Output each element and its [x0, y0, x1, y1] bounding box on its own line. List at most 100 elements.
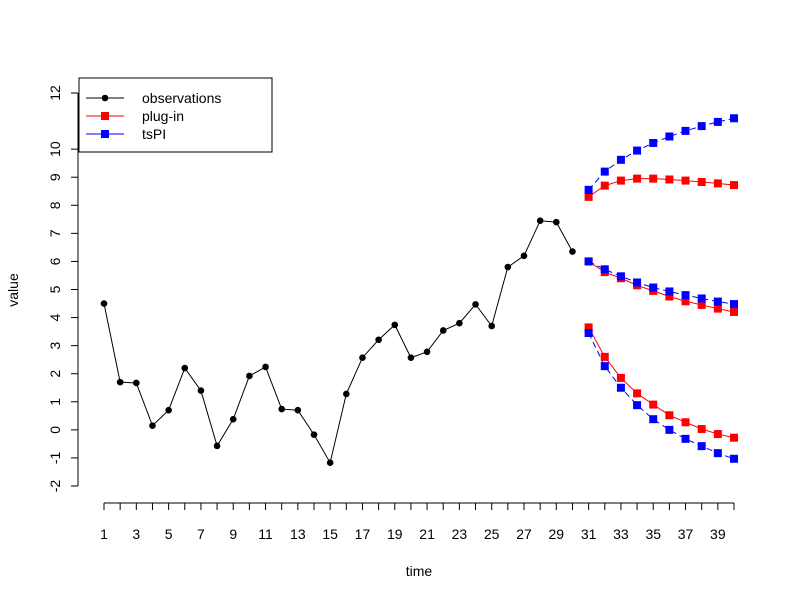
observation-point — [294, 406, 302, 414]
tsPI-point — [649, 283, 658, 292]
tsPI-point — [713, 297, 722, 306]
observation-point — [133, 379, 140, 387]
y-tick-label: -2 — [47, 480, 63, 493]
x-tick-label: 31 — [581, 526, 597, 542]
tsPI-point — [681, 291, 690, 300]
plug-in-point — [697, 300, 706, 309]
plug-in-mean-line — [588, 261, 735, 313]
tsPI-point — [730, 454, 738, 463]
observations-line — [103, 220, 573, 465]
plug-in-point — [713, 304, 722, 313]
tsPI-point — [616, 155, 625, 164]
tsPI-point — [633, 146, 642, 155]
tsPI-point — [697, 442, 706, 451]
plug-in-lower-line — [588, 327, 735, 439]
plug-in-point — [649, 400, 658, 409]
tsPI-lower-line — [588, 332, 735, 460]
plug-in-point — [730, 307, 738, 316]
observation-point — [359, 354, 366, 362]
legend-label: plug-in — [142, 108, 184, 124]
observation-point — [553, 218, 560, 226]
x-axis-label: time — [406, 563, 433, 579]
observation-point — [569, 248, 576, 255]
plug-in-point — [730, 181, 738, 190]
tsPI-point — [600, 167, 609, 176]
observation-point — [165, 406, 172, 414]
tsPI-mean-line — [588, 260, 735, 305]
plug-in-point — [681, 418, 690, 427]
x-tick-label: 25 — [484, 526, 500, 542]
series-lines — [103, 117, 735, 465]
plug-in-point — [633, 174, 642, 183]
x-tick-label: 5 — [165, 526, 173, 542]
observation-point — [278, 405, 285, 413]
series-points — [100, 114, 738, 467]
y-tick-label: -1 — [47, 451, 63, 464]
plug-in-point — [681, 176, 690, 185]
tsPI-point — [713, 117, 722, 126]
observation-point — [310, 431, 318, 438]
axes: 1 3 5 7 9 11 13 15 17 19 21 23 25 27 29 31 33 35 37 39-2-10… — [47, 85, 735, 542]
x-tick-label: 35 — [645, 526, 661, 542]
plug-in-point — [713, 430, 722, 439]
y-tick-label: 9 — [47, 173, 63, 181]
legend-label: observations — [142, 90, 221, 106]
tsPI-point — [616, 272, 625, 281]
legend-box — [78, 77, 273, 153]
legend-label: tsPI — [142, 126, 166, 142]
observation-point — [213, 442, 221, 450]
x-tick-label: 9 — [229, 526, 237, 542]
tsPI-point — [713, 449, 722, 458]
tsPI-upper-line — [588, 117, 735, 191]
tsPI-point — [600, 265, 609, 274]
y-tick-label: 3 — [47, 342, 63, 350]
tsPI-point — [697, 122, 706, 131]
observation-point — [343, 390, 350, 398]
tsPI-point — [600, 362, 609, 371]
x-tick-label: 13 — [290, 526, 306, 542]
y-tick-label: 6 — [47, 257, 63, 265]
observation-point — [262, 363, 269, 371]
x-tick-label: 11 — [258, 526, 273, 542]
plug-in-point — [600, 181, 609, 190]
x-tick-label: 37 — [678, 526, 694, 542]
y-tick-label: 12 — [47, 85, 63, 101]
plug-in-point — [584, 323, 593, 332]
observation-point — [326, 459, 334, 467]
tsPI-point — [665, 425, 674, 434]
plug-in-point — [600, 352, 609, 361]
observation-point — [375, 336, 382, 344]
legend-marker — [101, 130, 109, 138]
y-tick-label: 5 — [47, 285, 63, 293]
x-tick-label: 19 — [387, 526, 403, 542]
observation-point — [472, 301, 479, 308]
tsPI-point — [681, 126, 690, 135]
tsPI-point — [633, 401, 642, 410]
y-tick-label: 1 — [47, 398, 63, 406]
observation-point — [181, 364, 189, 372]
y-axis-label: value — [5, 273, 21, 307]
y-tick-label: 2 — [47, 370, 63, 378]
observation-point — [116, 378, 124, 386]
plug-in-point — [616, 373, 625, 382]
y-tick-label: 0 — [47, 426, 63, 434]
tsPI-point — [665, 287, 674, 296]
plug-in-point — [649, 174, 658, 183]
legend: observations plug-in tsPI — [78, 77, 273, 153]
plug-in-point — [616, 176, 625, 185]
plug-in-point — [681, 297, 690, 306]
observation-point — [536, 217, 544, 225]
observation-point — [100, 300, 108, 307]
x-tick-label: 7 — [197, 526, 205, 542]
x-tick-label: 15 — [322, 526, 338, 542]
tsPI-point — [697, 294, 706, 303]
plug-in-point — [665, 411, 674, 420]
plug-in-point — [633, 389, 642, 398]
tsPI-point — [730, 114, 738, 123]
plug-in-point — [697, 425, 706, 434]
x-tick-label: 17 — [355, 526, 371, 542]
plug-in-point — [697, 177, 706, 186]
y-tick-label: 4 — [47, 313, 63, 321]
plug-in-point — [665, 175, 674, 184]
